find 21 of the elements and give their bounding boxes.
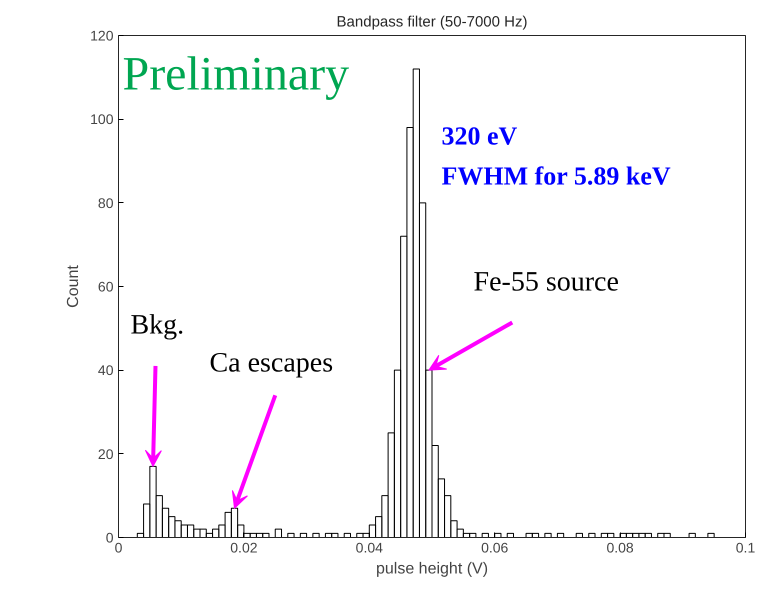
x-tick-label: 0.08 <box>606 540 634 556</box>
x-tick-label: 0.02 <box>230 540 258 556</box>
y-tick-label: 100 <box>90 111 114 128</box>
y-tick-label: 120 <box>90 28 114 44</box>
annotation: Preliminary <box>122 48 350 100</box>
y-tick-label: 0 <box>106 530 114 546</box>
y-tick-label: 80 <box>98 194 114 211</box>
y-tick-label: 20 <box>98 446 114 462</box>
annotation: FWHM for 5.89 keV <box>442 162 671 190</box>
annotation: Ca escapes <box>210 348 334 378</box>
y-tick-label: 40 <box>98 362 114 378</box>
annotation: Fe-55 source <box>474 266 619 298</box>
x-tick-label: 0.1 <box>736 540 756 556</box>
x-axis-title: pulse height (V) <box>376 560 488 578</box>
chart-title: Bandpass filter (50-7000 Hz) <box>336 14 528 30</box>
annotation: Bkg. <box>130 310 184 340</box>
x-tick-label: 0.06 <box>481 540 509 556</box>
annotation: 320 eV <box>442 122 518 150</box>
y-tick-label: 60 <box>98 278 114 294</box>
x-tick-label: 0.04 <box>356 540 384 556</box>
y-axis-title: Count <box>65 264 82 308</box>
